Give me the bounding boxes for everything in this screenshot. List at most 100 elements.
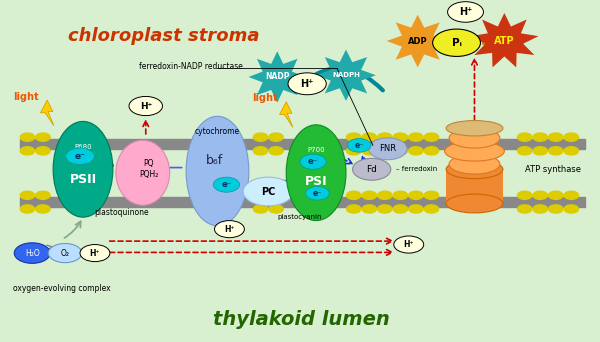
Ellipse shape xyxy=(446,160,503,179)
Circle shape xyxy=(533,147,547,155)
Circle shape xyxy=(347,205,361,213)
Circle shape xyxy=(564,205,578,213)
Circle shape xyxy=(253,191,268,199)
Circle shape xyxy=(548,205,563,213)
Text: chloroplast stroma: chloroplast stroma xyxy=(68,27,259,45)
Text: H⁺: H⁺ xyxy=(140,102,152,110)
Circle shape xyxy=(533,133,547,141)
Circle shape xyxy=(564,133,578,141)
Circle shape xyxy=(20,133,35,141)
Circle shape xyxy=(393,191,407,199)
Ellipse shape xyxy=(445,141,505,161)
Text: e⁻: e⁻ xyxy=(221,180,232,189)
Circle shape xyxy=(269,191,283,199)
Text: e⁻: e⁻ xyxy=(355,141,364,150)
Text: plastoquinone: plastoquinone xyxy=(95,208,149,216)
Bar xyxy=(20,197,585,207)
Polygon shape xyxy=(470,13,539,67)
Circle shape xyxy=(533,191,547,199)
Circle shape xyxy=(20,191,35,199)
Circle shape xyxy=(214,221,244,238)
Polygon shape xyxy=(40,100,54,126)
Circle shape xyxy=(518,133,532,141)
Circle shape xyxy=(362,133,376,141)
Text: P680: P680 xyxy=(74,144,92,150)
Circle shape xyxy=(253,147,268,155)
Circle shape xyxy=(394,236,424,253)
Circle shape xyxy=(20,147,35,155)
Circle shape xyxy=(269,147,283,155)
Text: H⁺: H⁺ xyxy=(224,225,235,234)
Circle shape xyxy=(518,205,532,213)
Text: H⁺: H⁺ xyxy=(459,7,472,17)
Text: O₂: O₂ xyxy=(61,249,70,258)
Text: e⁻: e⁻ xyxy=(308,157,318,166)
Circle shape xyxy=(424,147,439,155)
Ellipse shape xyxy=(286,125,346,221)
Text: ATP synthase: ATP synthase xyxy=(525,165,581,174)
Circle shape xyxy=(393,205,407,213)
Text: PSII: PSII xyxy=(70,173,97,186)
Circle shape xyxy=(347,139,371,152)
Text: e⁻: e⁻ xyxy=(74,152,85,161)
Text: Pᵢ: Pᵢ xyxy=(452,38,461,48)
Circle shape xyxy=(243,177,293,206)
Ellipse shape xyxy=(449,154,500,174)
Circle shape xyxy=(564,147,578,155)
Circle shape xyxy=(269,205,283,213)
Text: H⁺: H⁺ xyxy=(90,249,100,258)
Circle shape xyxy=(377,133,392,141)
Circle shape xyxy=(393,147,407,155)
Text: NADPH: NADPH xyxy=(332,72,360,78)
Circle shape xyxy=(253,133,268,141)
Polygon shape xyxy=(386,15,449,67)
Circle shape xyxy=(424,205,439,213)
Circle shape xyxy=(14,243,50,263)
Circle shape xyxy=(548,133,563,141)
Circle shape xyxy=(300,154,326,169)
Text: H⁺: H⁺ xyxy=(403,240,414,249)
Circle shape xyxy=(548,147,563,155)
Circle shape xyxy=(368,138,407,160)
Circle shape xyxy=(433,29,481,56)
Circle shape xyxy=(377,205,392,213)
Text: b₆f: b₆f xyxy=(206,154,223,167)
Circle shape xyxy=(393,133,407,141)
Circle shape xyxy=(288,73,326,95)
Text: – ferredoxin: – ferredoxin xyxy=(395,166,437,172)
Text: light: light xyxy=(253,93,278,103)
Text: e⁻: e⁻ xyxy=(313,189,322,198)
Circle shape xyxy=(409,133,423,141)
Circle shape xyxy=(347,191,361,199)
Circle shape xyxy=(533,205,547,213)
Circle shape xyxy=(213,177,239,192)
Bar xyxy=(20,139,585,149)
Text: plastocyanin: plastocyanin xyxy=(277,214,322,220)
Circle shape xyxy=(362,205,376,213)
Circle shape xyxy=(49,244,82,263)
Bar xyxy=(446,169,503,203)
Text: Fd: Fd xyxy=(366,165,377,174)
Circle shape xyxy=(353,158,391,180)
Circle shape xyxy=(424,191,439,199)
Circle shape xyxy=(65,148,94,165)
Polygon shape xyxy=(280,102,293,127)
Circle shape xyxy=(347,133,361,141)
Circle shape xyxy=(409,205,423,213)
Text: ATP: ATP xyxy=(494,36,515,46)
Circle shape xyxy=(347,147,361,155)
Circle shape xyxy=(36,147,50,155)
Text: PC: PC xyxy=(261,186,275,197)
Ellipse shape xyxy=(446,194,503,213)
Text: PSI: PSI xyxy=(305,175,328,188)
Circle shape xyxy=(129,96,163,116)
Circle shape xyxy=(362,191,376,199)
Circle shape xyxy=(80,245,110,262)
Text: thylakoid lumen: thylakoid lumen xyxy=(213,310,389,329)
Ellipse shape xyxy=(116,140,170,205)
Text: oxygen-evolving complex: oxygen-evolving complex xyxy=(13,285,111,293)
Ellipse shape xyxy=(449,128,500,148)
Circle shape xyxy=(448,2,484,22)
Polygon shape xyxy=(316,50,376,101)
Circle shape xyxy=(518,191,532,199)
